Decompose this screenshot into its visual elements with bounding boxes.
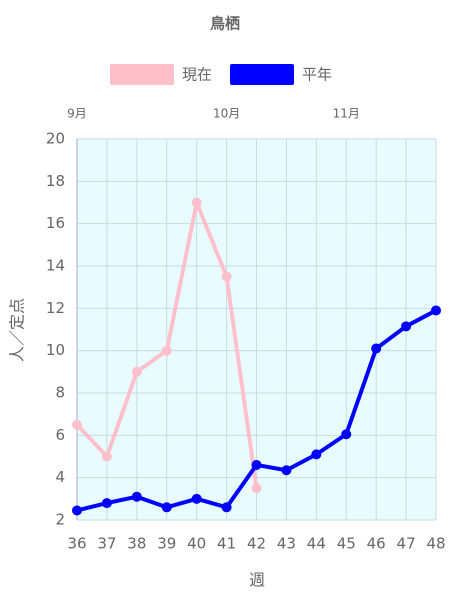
x-tick-label: 41	[217, 535, 236, 553]
x-tick-label: 42	[247, 535, 266, 553]
data-point	[221, 271, 232, 282]
data-point	[431, 305, 441, 316]
data-point	[131, 491, 142, 502]
month-label: 11月	[333, 107, 360, 121]
x-tick-label: 43	[277, 535, 296, 553]
data-point	[371, 343, 382, 354]
month-label: 9月	[67, 107, 87, 121]
x-tick-label: 36	[67, 535, 86, 553]
x-tick-label: 47	[397, 535, 416, 553]
x-tick-label: 37	[97, 535, 116, 553]
data-point	[281, 465, 292, 476]
data-point	[72, 505, 82, 516]
chart-title: 鳥栖	[210, 15, 240, 33]
x-tick-label: 48	[426, 535, 445, 553]
legend-label: 現在	[182, 66, 212, 84]
data-point	[341, 429, 352, 440]
y-tick-label: 12	[46, 299, 65, 317]
data-point	[221, 502, 232, 513]
data-point	[101, 451, 112, 462]
data-point	[101, 498, 112, 509]
data-point	[311, 449, 322, 460]
data-point	[401, 321, 412, 332]
data-point	[191, 197, 202, 208]
x-tick-label: 39	[157, 535, 176, 553]
y-tick-label: 16	[46, 214, 65, 232]
data-point	[72, 419, 82, 430]
y-tick-label: 4	[55, 468, 65, 486]
data-point	[251, 483, 262, 494]
y-tick-label: 8	[55, 384, 65, 402]
data-point	[191, 493, 202, 504]
x-tick-label: 40	[187, 535, 206, 553]
y-tick-label: 14	[46, 257, 65, 275]
y-tick-label: 10	[46, 341, 65, 359]
legend-swatch	[110, 64, 174, 85]
legend-swatch	[230, 64, 294, 85]
data-point	[161, 345, 172, 356]
data-point	[161, 502, 172, 513]
y-tick-label: 2	[55, 511, 65, 529]
x-tick-label: 38	[127, 535, 146, 553]
x-tick-label: 46	[367, 535, 386, 553]
x-tick-label: 44	[307, 535, 326, 553]
data-point	[251, 459, 262, 470]
y-tick-label: 18	[46, 172, 65, 190]
y-axis-label: 人／定点	[8, 298, 27, 362]
x-axis-label: 週	[249, 571, 265, 590]
y-tick-label: 6	[55, 426, 65, 444]
month-label: 10月	[213, 107, 240, 121]
data-point	[131, 366, 142, 377]
legend-label: 平年	[302, 66, 332, 84]
x-tick-label: 45	[337, 535, 356, 553]
y-tick-label: 20	[46, 130, 65, 148]
